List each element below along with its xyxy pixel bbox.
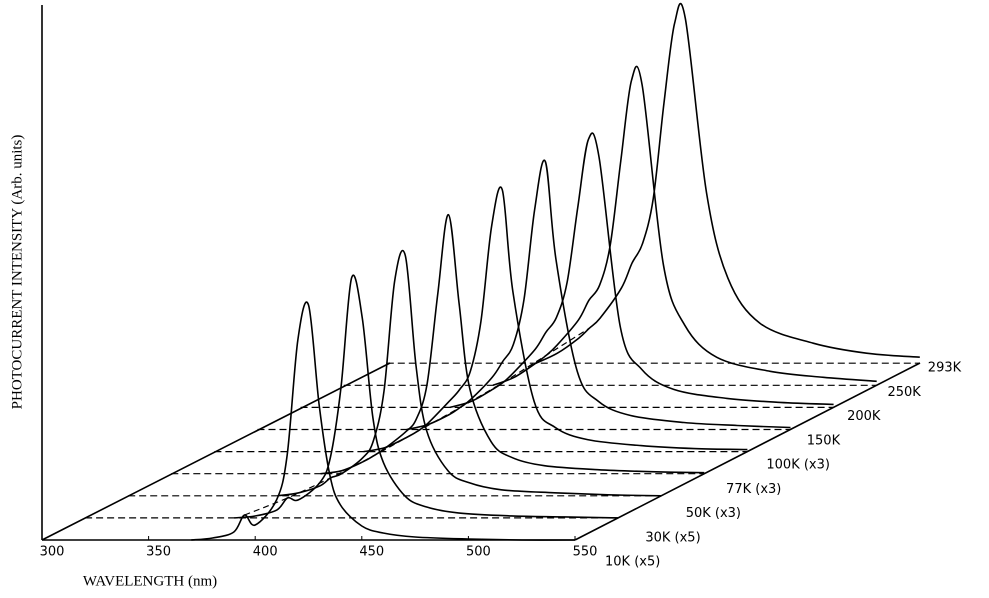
spectrum-line: [191, 301, 576, 541]
series-label: 50K (x3): [686, 506, 741, 521]
series-label: 150K: [807, 433, 841, 448]
spectrum-line: [234, 274, 619, 519]
series-label: 293K: [928, 361, 962, 376]
spectrum-line: [535, 2, 920, 364]
x-tick-label: 350: [146, 545, 171, 560]
x-tick-label: 500: [466, 545, 491, 560]
x-axis-label: WAVELENGTH (nm): [83, 573, 217, 589]
series-label: 250K: [887, 385, 921, 400]
x-tick-label: 300: [40, 545, 65, 560]
series-label: 30K (x5): [645, 530, 700, 545]
y-axis-label: PHOTOCURRENT INTENSITY (Arb. units): [9, 135, 25, 410]
series-label: 10K (x5): [605, 555, 660, 570]
spectrum-line: [449, 132, 834, 409]
x-tick-label: 400: [253, 545, 278, 560]
series-label: 100K (x3): [766, 458, 830, 473]
depth-axis-right: [574, 362, 921, 541]
x-tick-label: 550: [573, 545, 598, 560]
spectrum-line: [320, 213, 705, 475]
shoulder-ridge: [244, 327, 590, 516]
spectrum-line: [406, 159, 791, 431]
spectrum-line: [492, 65, 877, 387]
x-tick-label: 450: [359, 545, 384, 560]
series-label: 77K (x3): [726, 482, 781, 497]
series-label: 200K: [847, 409, 881, 424]
